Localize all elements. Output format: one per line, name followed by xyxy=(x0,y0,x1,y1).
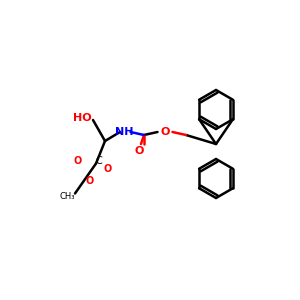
Text: CH₃: CH₃ xyxy=(60,192,75,201)
Text: C: C xyxy=(96,155,102,166)
Text: O: O xyxy=(135,146,144,157)
Text: NH: NH xyxy=(115,127,134,137)
Text: O: O xyxy=(86,176,94,187)
Text: O: O xyxy=(74,155,82,166)
Text: O: O xyxy=(104,164,112,175)
Text: HO: HO xyxy=(73,113,92,124)
Text: O: O xyxy=(160,127,170,137)
